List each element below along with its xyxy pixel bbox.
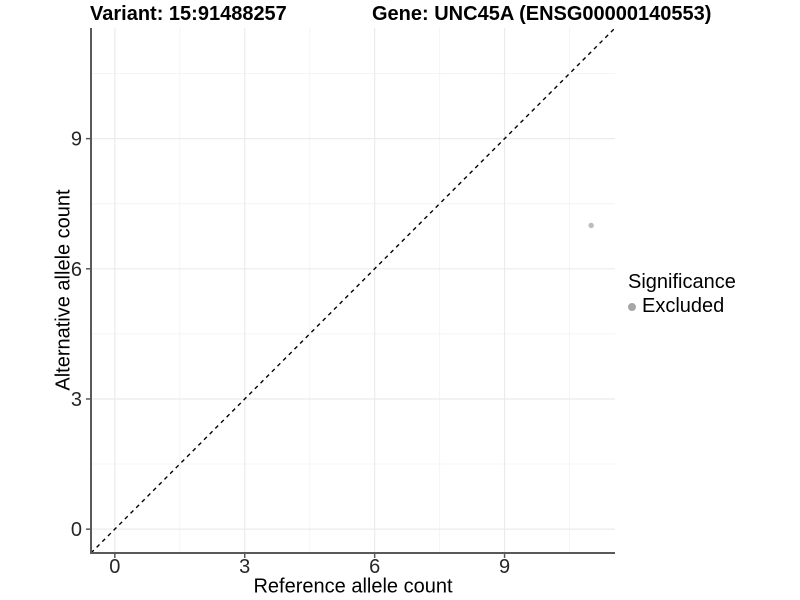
- y-tick-label: 9: [71, 129, 82, 151]
- legend-item-label: Excluded: [642, 295, 725, 317]
- plot-title-gene: Gene: UNC45A (ENSG00000140553): [372, 3, 712, 25]
- x-tick-label: 3: [239, 556, 250, 578]
- y-tick-label: 3: [71, 389, 82, 411]
- data-point: [588, 222, 594, 229]
- y-tick-label: 0: [71, 519, 82, 541]
- legend: Significance Excluded: [628, 271, 736, 318]
- x-tick-label: 9: [499, 556, 510, 578]
- legend-key-dot: [628, 302, 636, 311]
- x-tick-label: 0: [109, 556, 120, 578]
- x-tick-label: 6: [369, 556, 380, 578]
- legend-item: Excluded: [628, 295, 736, 318]
- plot-title-variant: Variant: 15:91488257: [90, 3, 287, 25]
- y-tick-label: 6: [71, 259, 82, 281]
- identity-line: [90, 27, 616, 554]
- legend-items: Excluded: [628, 295, 736, 318]
- x-axis-title: Reference allele count: [253, 575, 453, 598]
- legend-title: Significance: [628, 271, 736, 293]
